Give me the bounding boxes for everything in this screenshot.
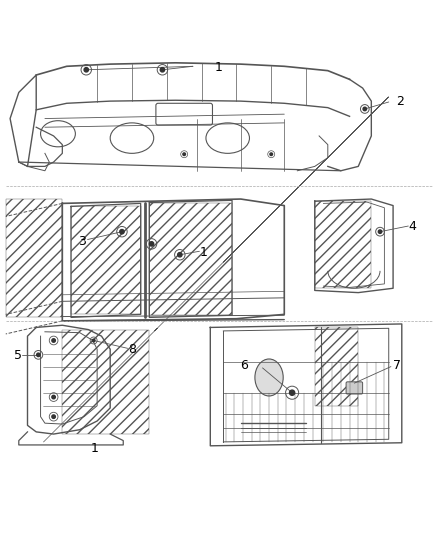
Circle shape bbox=[37, 353, 40, 357]
Text: 1: 1 bbox=[215, 61, 223, 74]
Circle shape bbox=[52, 395, 55, 399]
Circle shape bbox=[120, 230, 124, 234]
Circle shape bbox=[270, 153, 272, 156]
Circle shape bbox=[378, 230, 382, 233]
Circle shape bbox=[92, 339, 95, 342]
Circle shape bbox=[160, 68, 165, 72]
Bar bbox=[71, 206, 141, 314]
Circle shape bbox=[149, 241, 154, 246]
Text: 1: 1 bbox=[91, 442, 99, 455]
Circle shape bbox=[178, 253, 182, 257]
Text: 5: 5 bbox=[14, 349, 22, 362]
Bar bbox=[6, 199, 62, 317]
Circle shape bbox=[52, 415, 55, 418]
Circle shape bbox=[363, 107, 367, 111]
Text: 7: 7 bbox=[392, 359, 401, 372]
FancyBboxPatch shape bbox=[346, 382, 363, 394]
Text: 1: 1 bbox=[200, 246, 208, 259]
Bar bbox=[315, 201, 371, 288]
Ellipse shape bbox=[255, 359, 283, 396]
Text: 6: 6 bbox=[240, 359, 248, 372]
Bar bbox=[315, 327, 358, 406]
Text: 8: 8 bbox=[128, 343, 136, 356]
Circle shape bbox=[290, 390, 295, 395]
Text: 3: 3 bbox=[78, 235, 86, 248]
Bar bbox=[149, 203, 232, 315]
Circle shape bbox=[52, 339, 55, 342]
Bar bbox=[62, 329, 149, 434]
Text: 2: 2 bbox=[396, 95, 403, 109]
Text: 4: 4 bbox=[409, 220, 417, 233]
Circle shape bbox=[84, 68, 88, 72]
Circle shape bbox=[183, 153, 185, 156]
